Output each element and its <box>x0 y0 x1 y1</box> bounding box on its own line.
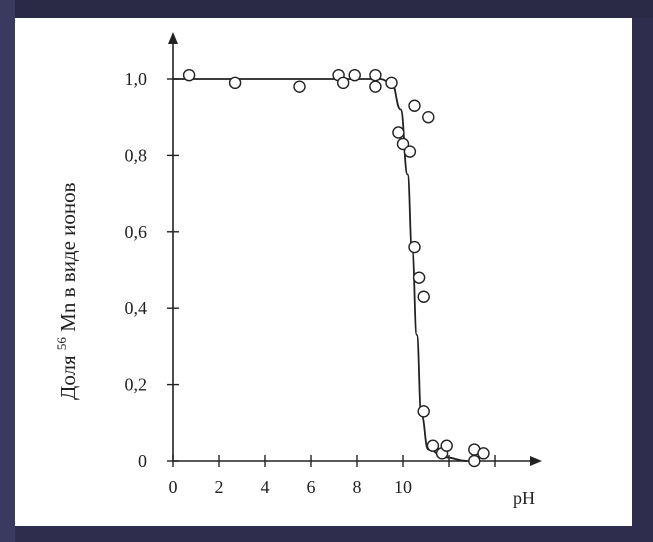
y-tick-label: 0,6 <box>125 222 148 242</box>
data-point <box>403 145 417 158</box>
data-point <box>426 439 440 452</box>
data-point <box>293 80 306 93</box>
fit-curve-layer <box>173 78 468 462</box>
y-tick-label: 0,2 <box>125 375 148 395</box>
y-axis-label-superscript: 56 <box>54 337 69 351</box>
y-axis-label-main: Доля <box>56 355 80 400</box>
x-axis-label: pH <box>513 488 535 508</box>
side-accent-bar <box>0 0 15 542</box>
data-point <box>369 80 382 93</box>
y-axis-label-rest: Mn в виде ионов <box>56 182 80 331</box>
x-tick-label: 2 <box>215 477 224 497</box>
data-point <box>412 271 426 284</box>
y-axis-arrow <box>168 32 178 44</box>
y-tick-label: 0,4 <box>125 298 148 318</box>
data-point <box>182 68 196 82</box>
data-point <box>408 240 421 254</box>
data-point <box>369 68 382 82</box>
data-point <box>468 454 481 468</box>
data-point <box>348 68 361 82</box>
y-tick-label: 1,0 <box>125 69 148 89</box>
data-point <box>417 405 430 418</box>
x-tick-label: 6 <box>307 477 316 497</box>
data-points-layer <box>182 68 490 468</box>
top-bar <box>0 0 653 18</box>
data-point <box>440 439 453 452</box>
data-point <box>337 76 350 90</box>
y-tick-label: 0 <box>138 451 147 471</box>
data-point <box>396 137 410 151</box>
data-point <box>477 447 490 460</box>
data-point <box>392 126 405 139</box>
data-point <box>408 99 421 112</box>
data-point <box>385 76 398 90</box>
tick-labels-layer: 0 2 4 6 8 10 0 0,2 0,4 0,6 0,8 1,0 <box>125 69 413 497</box>
y-tick-label: 0,8 <box>125 145 148 165</box>
fit-curve <box>173 78 468 462</box>
x-axis-arrow <box>530 456 542 466</box>
data-point <box>228 76 242 90</box>
y-axis-label: Доля 56 Mn в виде ионов <box>47 182 80 400</box>
x-tick-label: 8 <box>353 477 362 497</box>
x-tick-label: 4 <box>261 477 270 497</box>
axes <box>167 32 542 467</box>
chart-svg: 0 2 4 6 8 10 0 0,2 0,4 0,6 0,8 1,0 pH Доля 56 Mn в … <box>47 32 542 508</box>
data-point <box>422 110 435 124</box>
x-tick-label: 10 <box>394 477 412 497</box>
chart-panel: 0 2 4 6 8 10 0 0,2 0,4 0,6 0,8 1,0 pH Доля 56 Mn в … <box>15 18 632 526</box>
x-tick-label: 0 <box>169 477 178 497</box>
data-point <box>417 290 430 303</box>
